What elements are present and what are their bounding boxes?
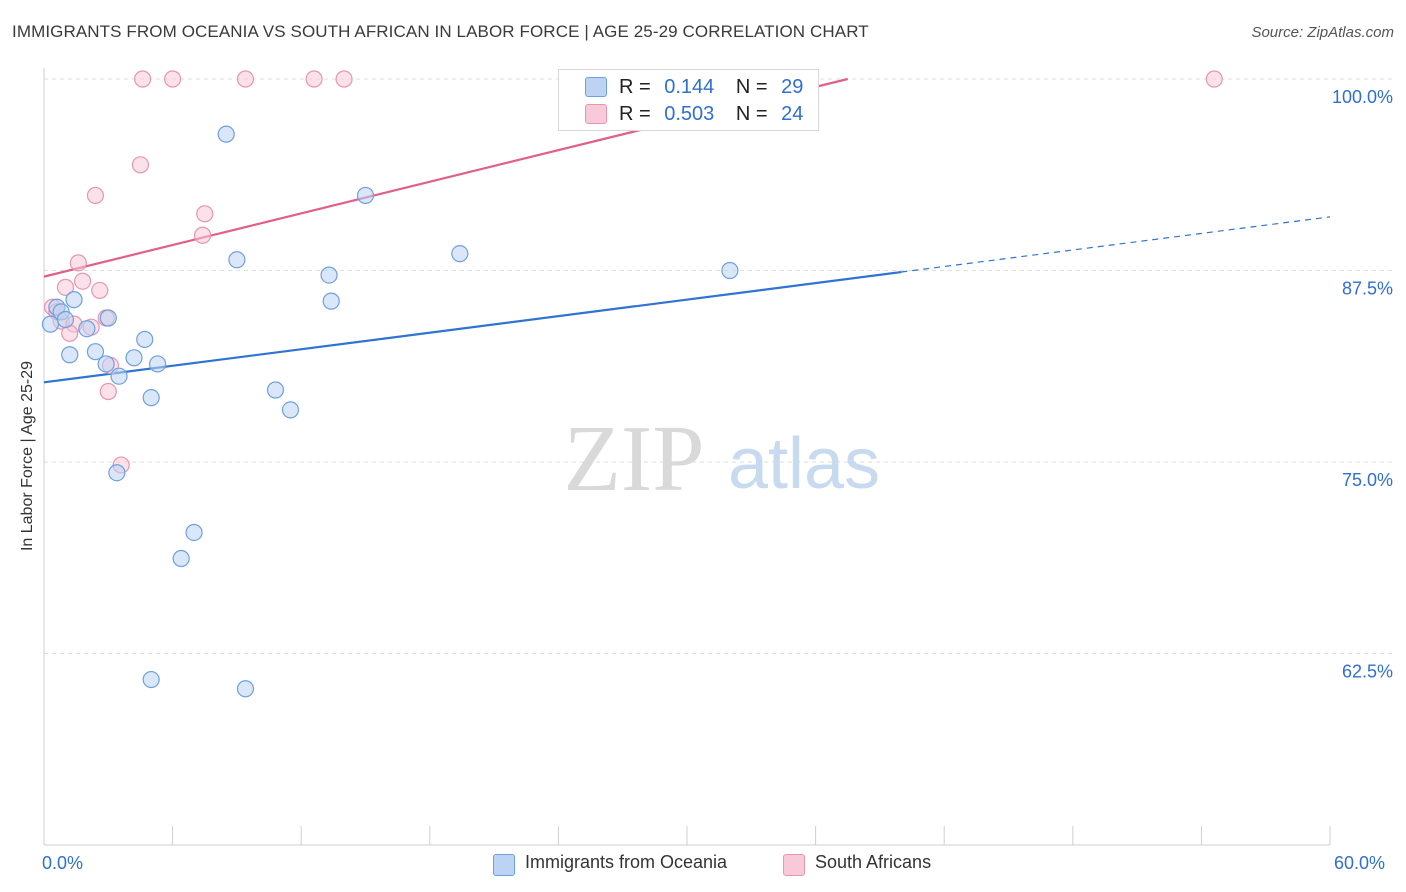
point-oceania	[97, 355, 115, 373]
point-south-africans	[69, 254, 87, 272]
legend-r-label: R =	[619, 102, 651, 125]
point-oceania	[108, 464, 126, 482]
legend-r-label: R =	[619, 75, 651, 98]
x-tick-max: 60.0%	[1334, 853, 1386, 873]
oceania-points	[41, 125, 739, 698]
point-south-africans	[236, 70, 255, 88]
point-oceania	[228, 251, 246, 269]
chart-source: Source: ZipAtlas.com	[1251, 24, 1394, 41]
point-oceania	[86, 343, 105, 361]
y-tick-labels: 100.0% 87.5% 75.0% 62.5%	[1332, 87, 1393, 682]
trend-line-oceania	[43, 270, 902, 384]
point-oceania	[185, 523, 203, 542]
legend-n-value-south-africans: 24	[781, 102, 804, 125]
point-south-africans	[194, 226, 212, 244]
point-oceania	[721, 261, 739, 280]
point-oceania	[142, 670, 160, 689]
bottom-legend-label-oceania: Immigrants from Oceania	[525, 852, 728, 872]
legend-n-label: N =	[735, 102, 768, 125]
y-tick-label: 87.5%	[1342, 279, 1393, 299]
bottom-legend-swatch-south-africans	[783, 854, 805, 876]
point-oceania	[281, 401, 300, 419]
legend-n-label: N =	[735, 75, 768, 98]
point-oceania	[451, 245, 469, 263]
point-oceania	[356, 186, 375, 205]
point-south-africans	[99, 382, 117, 401]
point-oceania	[217, 125, 235, 143]
y-tick-label: 100.0%	[1332, 87, 1393, 107]
legend-r-value-south-africans: 0.503	[664, 102, 715, 125]
stats-legend: R = 0.144 N = 29 R = 0.503 N = 24	[558, 69, 819, 131]
chart-title: IMMIGRANTS FROM OCEANIA VS SOUTH AFRICAN…	[12, 22, 869, 41]
point-oceania	[99, 309, 117, 327]
point-south-africans	[196, 205, 214, 223]
point-oceania	[320, 266, 338, 284]
point-oceania	[142, 389, 160, 407]
point-south-africans	[164, 70, 182, 88]
bottom-legend-label-south-africans: South Africans	[815, 852, 932, 872]
y-tick-label: 75.0%	[1342, 470, 1393, 490]
axes	[43, 68, 1331, 846]
point-oceania	[78, 320, 96, 338]
trend-line-oceania-dashed	[901, 216, 1331, 273]
gridlines	[44, 78, 1393, 654]
watermark: ZIP atlas	[564, 407, 881, 511]
point-south-africans	[73, 272, 92, 290]
legend-n-value-oceania: 29	[781, 75, 804, 98]
point-oceania	[322, 292, 340, 310]
point-oceania	[125, 349, 143, 367]
point-oceania	[236, 680, 255, 698]
point-oceania	[172, 549, 190, 568]
point-south-africans	[1205, 70, 1223, 88]
point-oceania	[136, 330, 154, 349]
point-south-africans	[133, 70, 152, 88]
point-south-africans	[131, 156, 150, 174]
point-south-africans	[91, 281, 109, 300]
watermark-atlas: atlas	[728, 424, 880, 504]
x-tick-min: 0.0%	[42, 853, 84, 873]
y-tick-label: 62.5%	[1342, 662, 1393, 682]
point-oceania	[61, 346, 79, 364]
point-oceania	[148, 355, 167, 373]
point-south-africans	[86, 186, 105, 205]
legend-swatch-oceania	[585, 77, 607, 97]
point-oceania	[65, 291, 83, 309]
legend-swatch-south-africans	[585, 104, 607, 124]
legend-r-value-oceania: 0.144	[664, 75, 715, 98]
watermark-zip: ZIP	[564, 407, 705, 511]
point-south-africans	[56, 278, 75, 296]
point-south-africans	[305, 70, 323, 88]
point-oceania	[110, 367, 128, 385]
point-oceania	[56, 310, 75, 329]
point-south-africans	[335, 70, 353, 88]
bottom-legend-swatch-oceania	[493, 854, 515, 876]
point-oceania	[266, 381, 285, 399]
